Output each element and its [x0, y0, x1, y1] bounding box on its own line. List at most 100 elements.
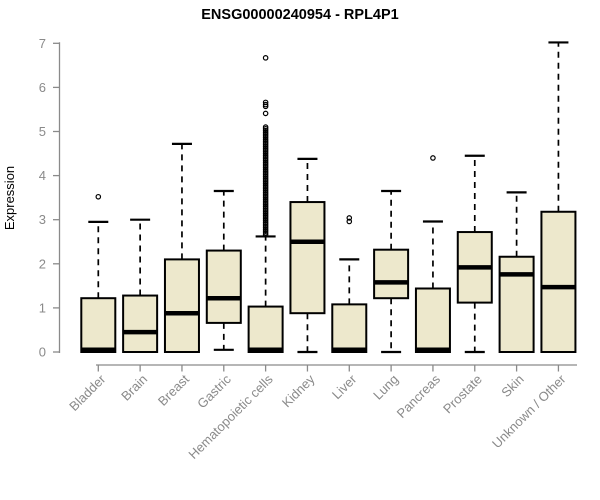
- outlier-point: [262, 138, 269, 145]
- outlier-point: [262, 55, 269, 61]
- iqr-box: [540, 210, 577, 353]
- outlier-point: [262, 159, 269, 166]
- y-tick-label: 2: [39, 256, 46, 271]
- outlier-point: [262, 101, 269, 108]
- y-tick-label: 5: [39, 124, 46, 139]
- outlier-point: [262, 170, 269, 176]
- outlier-point: [262, 223, 269, 229]
- x-tick-label-liver: Liver: [329, 371, 360, 402]
- outlier-point: [430, 155, 436, 161]
- iqr-box: [247, 305, 284, 353]
- outlier-point: [262, 198, 269, 204]
- iqr-box: [331, 303, 368, 354]
- outlier-point: [95, 193, 102, 200]
- outlier-point: [262, 191, 269, 197]
- outlier-point: [262, 143, 269, 150]
- boxes: [80, 41, 577, 354]
- outlier-point: [262, 161, 269, 167]
- outlier-point: [262, 148, 269, 155]
- box-skin: [498, 191, 535, 353]
- outlier-point: [346, 215, 353, 221]
- outlier-point: [262, 226, 269, 233]
- outlier-point: [262, 201, 269, 208]
- y-tick-label: 0: [39, 345, 46, 360]
- outlier-point: [262, 163, 269, 169]
- outlier-point: [262, 189, 269, 196]
- y-tick-label: 3: [39, 212, 46, 227]
- iqr-box: [122, 294, 159, 353]
- outlier-point: [262, 212, 269, 219]
- box-hematopoietic-cells: [247, 55, 284, 353]
- outlier-point: [262, 228, 269, 234]
- outlier-point: [262, 193, 269, 199]
- outlier-point: [262, 168, 269, 174]
- chart-title: ENSG00000240954 - RPL4P1: [201, 7, 399, 23]
- outlier-point: [262, 216, 269, 222]
- outlier-point: [262, 126, 269, 132]
- outlier-point: [262, 203, 269, 210]
- outlier-point: [262, 184, 269, 190]
- outlier-point: [262, 164, 269, 171]
- y-axis-label: Expression: [2, 166, 17, 230]
- iqr-box: [205, 249, 242, 324]
- outlier-point: [262, 231, 269, 238]
- outlier-point: [262, 110, 269, 117]
- y-tick-label: 6: [39, 80, 46, 95]
- outlier-point: [262, 131, 269, 137]
- outlier-point: [262, 150, 269, 157]
- iqr-box: [414, 287, 451, 354]
- outlier-point: [262, 147, 269, 153]
- iqr-box: [498, 255, 535, 353]
- iqr-box: [163, 258, 200, 354]
- outlier-point: [262, 230, 269, 236]
- outlier-point: [346, 218, 353, 225]
- box-brain: [122, 218, 159, 353]
- outlier-point: [262, 182, 269, 189]
- x-tick-label-brain: Brain: [118, 372, 150, 404]
- outlier-point: [262, 219, 269, 226]
- x-tick-label-bladder: Bladder: [66, 371, 109, 414]
- y-tick-label: 1: [39, 300, 46, 315]
- outlier-point: [262, 136, 269, 143]
- outlier-point: [262, 200, 269, 206]
- outlier-point: [262, 129, 269, 136]
- outlier-point: [262, 186, 269, 192]
- box-pancreas: [414, 155, 451, 354]
- outlier-point: [262, 127, 269, 134]
- box-gastric: [205, 189, 242, 351]
- outlier-point: [262, 175, 269, 182]
- x-tick-label-kidney: Kidney: [279, 371, 318, 410]
- iqr-box: [373, 248, 410, 300]
- outlier-point: [262, 157, 269, 164]
- x-tick-label-skin: Skin: [498, 372, 526, 400]
- outlier-point: [262, 208, 269, 215]
- x-tick-label-lung: Lung: [370, 372, 401, 403]
- outlier-point: [262, 207, 269, 213]
- box-unknown-other: [540, 41, 577, 353]
- outlier-point: [262, 187, 269, 194]
- outlier-point: [262, 177, 269, 183]
- x-tick-label-breast: Breast: [155, 371, 192, 408]
- box-kidney: [289, 157, 326, 354]
- outlier-point: [262, 124, 269, 130]
- box-liver: [331, 215, 368, 354]
- iqr-box: [289, 201, 326, 315]
- y-tick-label: 4: [39, 168, 46, 183]
- x-tick-label-gastric: Gastric: [194, 371, 234, 411]
- outlier-point: [262, 134, 269, 141]
- x-tick-label-pancreas: Pancreas: [394, 371, 444, 421]
- box-lung: [373, 189, 410, 354]
- outlier-point: [262, 178, 269, 185]
- outlier-point: [262, 141, 269, 148]
- outlier-point: [262, 154, 269, 160]
- box-prostate: [456, 154, 493, 354]
- outlier-point: [262, 221, 269, 227]
- outlier-point: [262, 214, 269, 220]
- outlier-point: [262, 171, 269, 178]
- outlier-point: [262, 133, 269, 139]
- outlier-point: [262, 140, 269, 146]
- outlier-point: [262, 205, 269, 212]
- outlier-point: [262, 145, 269, 152]
